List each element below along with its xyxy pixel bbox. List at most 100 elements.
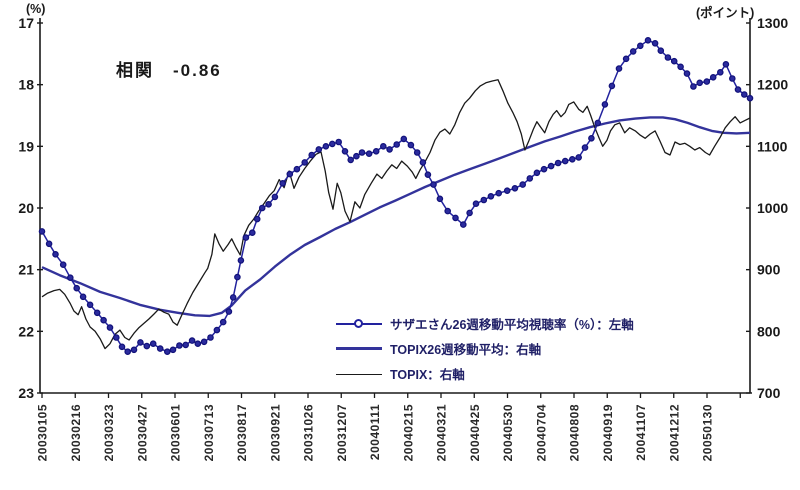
x-axis-tick-label: 20040704 <box>534 404 548 461</box>
left-axis-tick-label: 21 <box>18 262 34 278</box>
sazae-data-point-marker <box>664 54 672 61</box>
sazae-data-point-marker <box>301 159 309 166</box>
sazae-data-point-marker <box>644 36 652 44</box>
axes <box>39 18 752 394</box>
correlation-annotation: 相関 -0.86 <box>116 61 222 80</box>
x-axis-tick-label: 20040808 <box>568 404 582 461</box>
legend-marker-line-symbol <box>336 318 382 330</box>
right-axis-unit-label: (ポイント) <box>696 6 755 20</box>
sazae-data-point-marker <box>413 149 421 156</box>
sazae-data-point-marker <box>229 294 237 301</box>
sazae-data-point-marker <box>234 273 241 281</box>
sazae-data-point-marker <box>533 169 541 177</box>
sazae-data-point-marker <box>575 154 583 161</box>
sazae-data-point-marker <box>293 165 301 173</box>
sazae-data-point-marker <box>194 340 202 348</box>
legend-label-topix: TOPIX：右軸 <box>390 368 465 382</box>
series-sazae-line <box>41 39 751 353</box>
x-axis-tick-label: 20040111 <box>368 404 382 460</box>
legend-item-topix-ma: TOPIX26週移動平均：右軸 <box>336 336 634 361</box>
left-axis-unit-label: (%) <box>26 2 46 16</box>
right-axis-tick-label: 800 <box>757 323 781 339</box>
x-axis-tick-label: 20040425 <box>468 404 482 461</box>
sazae-data-point-marker <box>176 342 183 349</box>
sazae-data-point-marker <box>207 334 214 341</box>
x-axis-tick-label: 20030817 <box>235 404 249 461</box>
sazae-data-point-marker <box>100 316 107 324</box>
legend-label-sazae: サザエさん26週移動平均視聴率（%）：左軸 <box>390 318 634 332</box>
sazae-data-point-marker <box>568 156 576 163</box>
sazae-data-point-marker <box>407 141 415 149</box>
sazae-data-point-marker <box>466 209 473 217</box>
series-sazae-viewership <box>38 36 754 356</box>
sazae-data-point-marker <box>372 148 380 155</box>
sazae-data-point-marker <box>219 318 227 326</box>
sazae-data-point-marker <box>386 146 393 153</box>
series-topix-26w-ma-line <box>41 116 751 318</box>
sazae-data-point-marker <box>353 152 360 160</box>
x-axis-tick-label: 20040919 <box>601 404 615 461</box>
sazae-data-point-marker <box>169 346 177 354</box>
sazae-data-point-marker <box>271 193 279 201</box>
sazae-data-point-marker <box>258 204 266 212</box>
sazae-data-point-marker <box>242 234 250 241</box>
sazae-data-point-marker <box>365 150 373 158</box>
x-axis-ticks: 20030105 20030216 20030323 20030427 20030601… <box>36 393 741 461</box>
sazae-data-point-marker <box>511 185 519 192</box>
sazae-data-point-marker <box>45 240 53 248</box>
sazae-data-point-marker <box>341 148 349 155</box>
legend-line-icon <box>336 346 382 350</box>
sazae-data-point-marker <box>540 165 548 173</box>
sazae-data-point-marker <box>137 339 144 346</box>
sazae-data-point-marker <box>487 193 495 200</box>
sazae-data-point-marker <box>629 48 637 55</box>
sazae-data-point-marker <box>480 196 488 204</box>
sazae-data-point-marker <box>400 135 408 143</box>
sazae-data-point-marker <box>253 215 261 223</box>
x-axis-tick-label: 20041107 <box>634 404 648 461</box>
sazae-data-point-marker <box>225 308 233 315</box>
legend-circle-marker-icon <box>354 318 363 328</box>
sazae-data-point-marker <box>722 61 730 68</box>
x-axis-tick-label: 20030323 <box>102 404 116 461</box>
sazae-data-point-marker <box>436 195 444 203</box>
sazae-data-point-marker <box>581 144 589 151</box>
sazae-data-point-marker <box>73 284 81 292</box>
sazae-data-point-marker <box>213 326 221 334</box>
x-axis-tick-label: 20040530 <box>501 404 515 461</box>
sazae-data-point-marker <box>670 57 678 65</box>
left-axis-tick-label: 19 <box>18 138 34 154</box>
sazae-data-point-marker <box>683 70 691 77</box>
left-axis-tick-label: 20 <box>18 200 34 216</box>
right-axis-tick-label: 700 <box>757 385 781 401</box>
right-axis-tick-label: 1300 <box>757 15 788 31</box>
sazae-data-point-marker <box>286 170 294 178</box>
sazae-data-point-marker <box>651 39 659 47</box>
x-axis-tick-label: 20030713 <box>202 404 216 461</box>
sazae-data-point-marker <box>335 138 343 146</box>
legend-item-sazae: サザエさん26週移動平均視聴率（%）：左軸 <box>336 311 634 336</box>
sazae-data-point-marker <box>594 119 602 127</box>
sazae-data-point-marker <box>113 334 120 341</box>
x-axis-tick-label: 20030427 <box>135 404 149 461</box>
sazae-data-point-marker <box>703 78 711 85</box>
x-axis-tick-label: 20030105 <box>36 404 50 461</box>
sazae-data-point-marker <box>554 159 562 167</box>
sazae-data-point-marker <box>728 75 736 82</box>
series-topix-line <box>41 79 751 350</box>
right-axis-ticks: 1300 1200 1100 1000 900 800 700 <box>746 15 788 401</box>
sazae-data-point-marker <box>149 340 157 348</box>
left-axis-tick-label: 23 <box>18 385 34 401</box>
sazae-data-point-marker <box>519 181 527 188</box>
sazae-data-point-marker <box>156 345 164 352</box>
sazae-data-point-marker <box>622 55 630 63</box>
sazae-data-point-marker <box>452 214 459 222</box>
sazae-data-point-marker <box>393 141 401 148</box>
sazae-data-point-marker <box>188 337 196 344</box>
sazae-data-point-marker <box>547 162 555 170</box>
sazae-data-point-marker <box>709 74 717 81</box>
sazae-data-point-marker <box>79 293 87 301</box>
sazae-data-point-marker <box>636 42 644 50</box>
sazae-data-point-marker <box>379 143 387 150</box>
